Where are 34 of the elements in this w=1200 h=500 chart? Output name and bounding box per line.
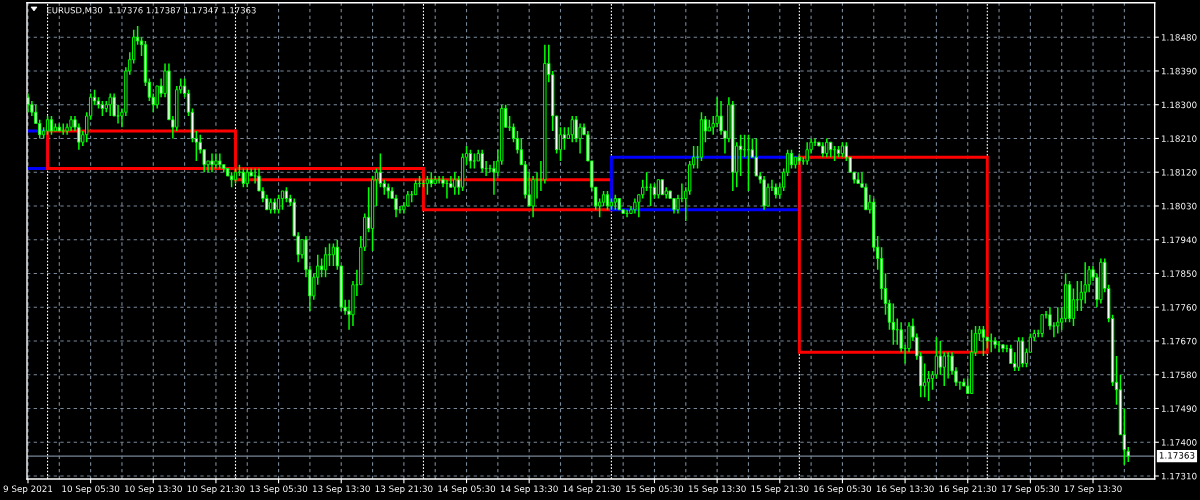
x-tick-label: 16 Sep 05:30	[814, 485, 872, 494]
y-tick-label: 1.17940	[1161, 236, 1197, 244]
y-tick-label: 1.18390	[1161, 67, 1197, 75]
y-tick-label: 1.17850	[1161, 270, 1197, 277]
x-tick-label: 10 Sep 13:30	[125, 485, 182, 494]
x-tick-label: 15 Sep 05:30	[626, 485, 684, 494]
y-tick-label: 1.17310	[1161, 472, 1197, 480]
x-tick-label: 13 Sep 05:30	[250, 485, 308, 494]
x-tick-label: 13 Sep 21:30	[375, 485, 433, 494]
x-tick-label: 14 Sep 21:30	[563, 485, 621, 494]
y-tick-label: 1.18120	[1161, 169, 1197, 176]
ref-line-label: 1.17363	[1159, 452, 1195, 459]
x-tick-label: 14 Sep 05:30	[438, 485, 496, 494]
y-tick-label: 1.17580	[1161, 371, 1197, 379]
x-tick-label: 16 Sep 21:30	[939, 485, 997, 494]
x-tick-label: 16 Sep 13:30	[876, 485, 934, 494]
x-tick-label: 10 Sep 05:30	[62, 485, 120, 494]
x-tick-label: 9 Sep 2021	[3, 485, 53, 494]
y-tick-label: 1.17670	[1161, 337, 1197, 345]
y-tick-label: 1.18300	[1161, 101, 1197, 109]
x-tick-label: 13 Sep 13:30	[312, 485, 370, 494]
x-tick-label: 15 Sep 21:30	[751, 485, 809, 494]
x-tick-label: 15 Sep 13:30	[688, 485, 746, 494]
y-tick-label: 1.18210	[1161, 135, 1197, 142]
y-tick-label: 1.18480	[1161, 34, 1197, 41]
x-tick-label: 17 Sep 05:30	[1002, 485, 1059, 494]
chart-title: EURUSD,M30 1.17376 1.17387 1.17347 1.17363	[47, 7, 256, 15]
y-tick-label: 1.17760	[1161, 304, 1197, 311]
x-tick-label: 17 Sep 13:30	[1064, 485, 1122, 494]
y-tick-label: 1.17490	[1161, 405, 1197, 412]
x-tick-label: 10 Sep 21:30	[187, 485, 245, 494]
y-tick-label: 1.17400	[1161, 439, 1197, 446]
y-tick-label: 1.18030	[1161, 202, 1197, 210]
x-tick-label: 14 Sep 13:30	[500, 485, 558, 494]
